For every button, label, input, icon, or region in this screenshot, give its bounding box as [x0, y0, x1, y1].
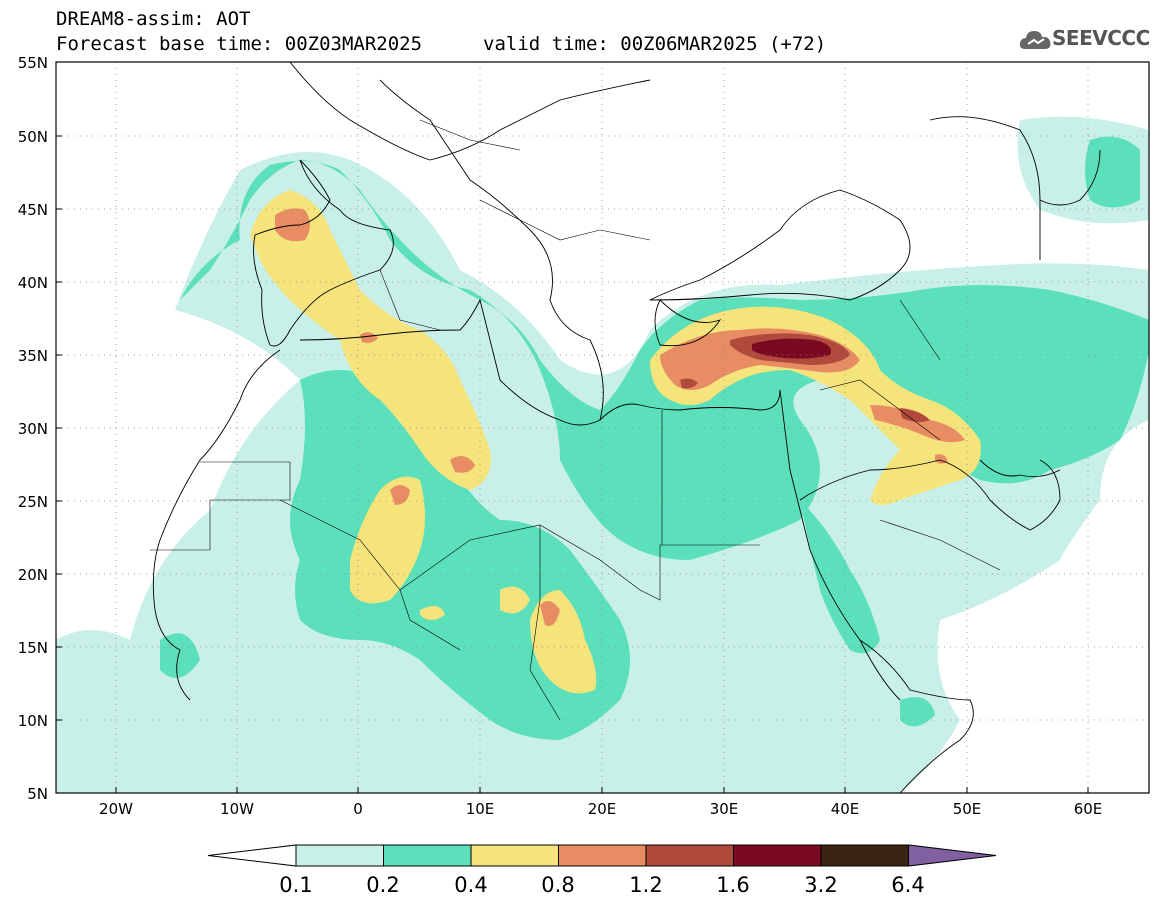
- aot-field: [56, 62, 1149, 793]
- lon-label: 60E: [1074, 800, 1103, 818]
- colorbar-swatch-below: [207, 844, 297, 867]
- map-title: DREAM8-assim: AOT: [56, 8, 251, 30]
- lon-axis: 20W 10W 0 10E 20E 30E 40E 50E 60E: [99, 787, 1102, 818]
- lon-label: 20W: [99, 800, 133, 818]
- seevccc-logo: SEEVCCC: [1018, 24, 1158, 56]
- colorbar-swatch: [645, 844, 734, 867]
- lat-label: 45N: [18, 201, 48, 219]
- lon-label: 30E: [710, 800, 739, 818]
- colorbar-label: 0.2: [366, 873, 400, 897]
- lat-label: 5N: [27, 785, 48, 803]
- aot-level-1.6: [752, 338, 831, 359]
- lon-label: 10W: [220, 800, 254, 818]
- lat-axis: 55N 50N 45N 40N 35N 30N 25N 20N 15N 10N …: [18, 54, 62, 803]
- colorbar-label: 0.8: [541, 873, 575, 897]
- colorbar-swatch: [733, 844, 822, 867]
- lat-label: 30N: [18, 420, 48, 438]
- lon-label: 0: [353, 800, 363, 818]
- lat-label: 35N: [18, 347, 48, 365]
- colorbar-label: 0.4: [454, 873, 488, 897]
- cloud-icon: [1019, 31, 1051, 49]
- colorbar-swatch-above: [908, 844, 997, 867]
- lat-label: 50N: [18, 128, 48, 146]
- lat-label: 15N: [18, 639, 48, 657]
- colorbar-swatch: [470, 844, 559, 867]
- graticule: [56, 62, 1149, 793]
- colorbar-swatch: [820, 844, 909, 867]
- forecast-base-time: Forecast base time: 00Z03MAR2025: [56, 33, 423, 55]
- lon-label: 20E: [588, 800, 617, 818]
- lon-label: 10E: [466, 800, 495, 818]
- colorbar-swatch: [383, 844, 472, 867]
- lat-label: 55N: [18, 54, 48, 72]
- colorbar-label: 3.2: [804, 873, 838, 897]
- lon-label: 40E: [831, 800, 860, 818]
- colorbar-label: 1.2: [629, 873, 663, 897]
- colorbar-label: 0.1: [279, 873, 313, 897]
- colorbar-label: 6.4: [891, 873, 925, 897]
- lat-label: 10N: [18, 712, 48, 730]
- borders: [150, 119, 1001, 721]
- lat-label: 40N: [18, 274, 48, 292]
- colorbar-swatch: [295, 844, 384, 867]
- logo-text: SEEVCCC: [1052, 26, 1150, 50]
- lat-label: 20N: [18, 566, 48, 584]
- valid-time: valid time: 00Z06MAR2025 (+72): [483, 33, 827, 55]
- lon-label: 50E: [953, 800, 982, 818]
- colorbar-swatch: [558, 844, 647, 867]
- coastlines: [152, 62, 1101, 793]
- colorbar-label: 1.6: [716, 873, 750, 897]
- lat-label: 25N: [18, 493, 48, 511]
- colorbar: [207, 844, 997, 867]
